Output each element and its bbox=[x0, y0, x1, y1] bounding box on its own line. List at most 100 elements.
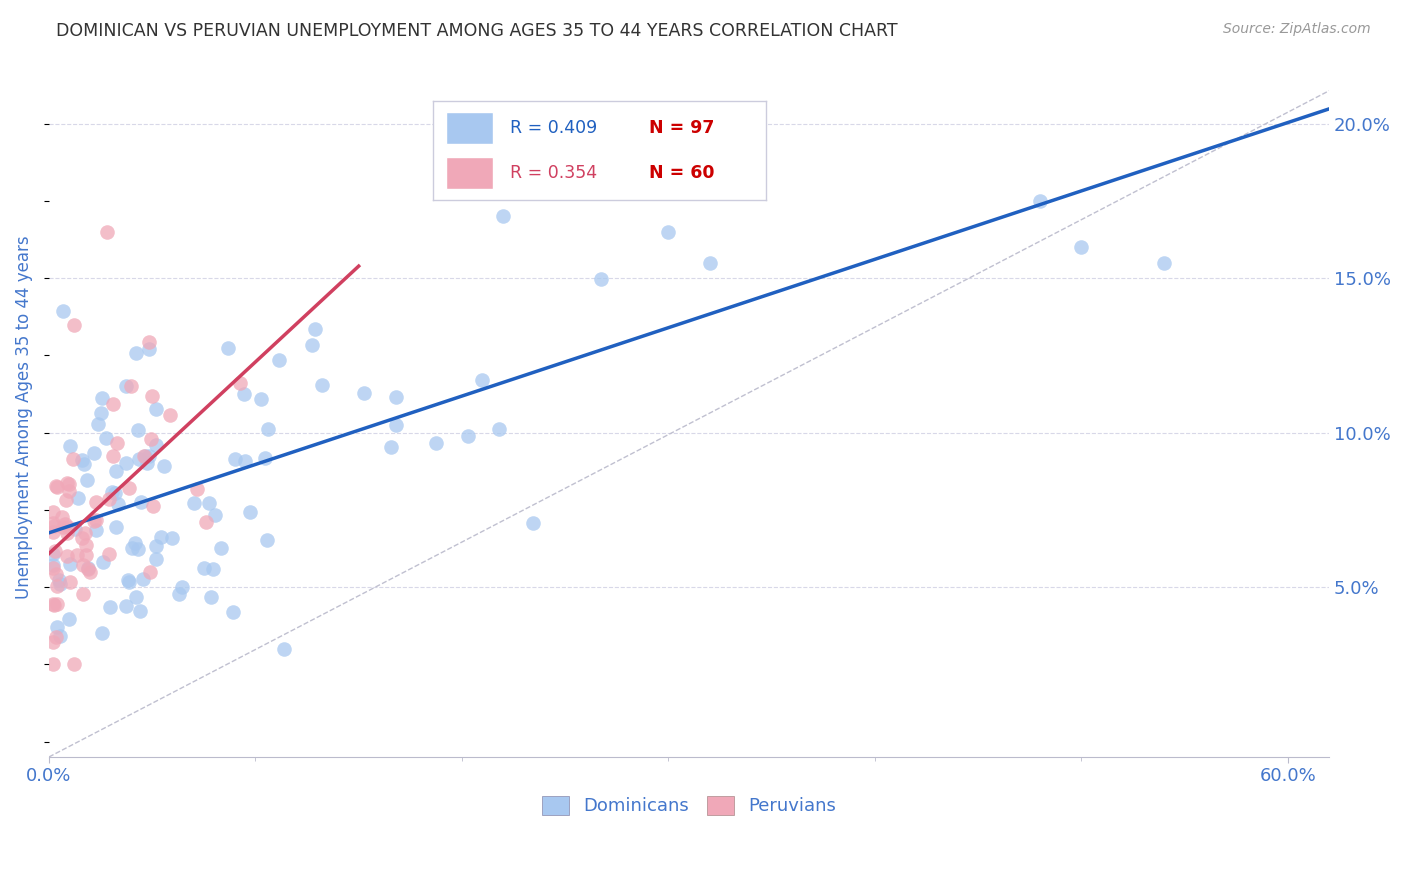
Point bbox=[202, 561, 225, 575]
Point bbox=[101, 485, 124, 500]
Point bbox=[193, 561, 215, 575]
Point bbox=[42, 558, 65, 572]
Point bbox=[239, 505, 262, 519]
Point bbox=[45, 566, 67, 581]
Point bbox=[51, 509, 73, 524]
Point bbox=[46, 480, 69, 494]
Point bbox=[42, 518, 65, 533]
Point bbox=[44, 544, 66, 558]
Point bbox=[384, 417, 406, 432]
Point bbox=[385, 391, 408, 405]
Point bbox=[1153, 256, 1175, 270]
Point bbox=[42, 597, 65, 611]
Point bbox=[42, 635, 65, 649]
Point bbox=[52, 304, 75, 318]
Point bbox=[229, 376, 252, 391]
Point bbox=[145, 552, 167, 566]
Point bbox=[128, 452, 150, 467]
Point bbox=[589, 272, 612, 286]
Point bbox=[267, 353, 290, 368]
Point bbox=[46, 598, 69, 612]
Point bbox=[138, 342, 160, 356]
Point bbox=[49, 629, 72, 643]
Point bbox=[91, 626, 114, 640]
Point bbox=[84, 495, 107, 509]
Point bbox=[127, 542, 149, 557]
Point bbox=[77, 562, 100, 576]
Point bbox=[134, 449, 156, 463]
Point bbox=[62, 318, 84, 332]
Point bbox=[304, 322, 326, 336]
Point bbox=[45, 579, 67, 593]
Point bbox=[70, 531, 93, 545]
Point bbox=[135, 456, 157, 470]
Point bbox=[149, 530, 172, 544]
Point bbox=[221, 605, 243, 619]
Point bbox=[84, 523, 107, 537]
Point bbox=[118, 574, 141, 589]
Point bbox=[105, 464, 128, 478]
Point bbox=[42, 657, 65, 672]
Point bbox=[66, 549, 89, 563]
Point bbox=[104, 486, 127, 500]
Point bbox=[76, 474, 98, 488]
Point bbox=[96, 225, 118, 239]
Point bbox=[45, 630, 67, 644]
Point bbox=[51, 520, 73, 534]
Point bbox=[56, 549, 79, 563]
Point bbox=[121, 541, 143, 556]
Point bbox=[84, 513, 107, 527]
Point bbox=[97, 491, 120, 506]
Point bbox=[42, 547, 65, 561]
Point bbox=[56, 520, 79, 534]
Point bbox=[58, 476, 80, 491]
Point bbox=[45, 479, 67, 493]
Point bbox=[90, 406, 112, 420]
Point bbox=[98, 599, 121, 614]
Point bbox=[209, 541, 232, 555]
Text: Source: ZipAtlas.com: Source: ZipAtlas.com bbox=[1223, 22, 1371, 37]
Point bbox=[127, 424, 149, 438]
Point bbox=[124, 536, 146, 550]
Point bbox=[1070, 240, 1092, 254]
Point bbox=[204, 508, 226, 523]
Point bbox=[256, 422, 278, 436]
Point bbox=[153, 458, 176, 473]
Point bbox=[142, 499, 165, 513]
Point bbox=[132, 449, 155, 463]
Point bbox=[657, 225, 679, 239]
Point bbox=[139, 566, 162, 580]
Legend: Dominicans, Peruvians: Dominicans, Peruvians bbox=[534, 789, 844, 822]
Point bbox=[120, 378, 142, 392]
Point bbox=[101, 396, 124, 410]
Point bbox=[56, 525, 79, 540]
Point bbox=[145, 401, 167, 416]
Point bbox=[104, 519, 127, 533]
Point bbox=[451, 163, 474, 178]
Point bbox=[256, 533, 278, 548]
Point bbox=[59, 575, 82, 590]
Point bbox=[457, 429, 479, 443]
Point bbox=[72, 558, 94, 572]
Point bbox=[186, 482, 208, 496]
Point bbox=[311, 377, 333, 392]
Point bbox=[129, 604, 152, 618]
Point bbox=[132, 573, 155, 587]
Point bbox=[699, 256, 721, 270]
Point bbox=[42, 505, 65, 519]
Point bbox=[233, 454, 256, 468]
Point bbox=[55, 492, 77, 507]
Point bbox=[145, 438, 167, 452]
Point bbox=[56, 476, 79, 491]
Point bbox=[87, 417, 110, 431]
Point bbox=[139, 432, 162, 446]
Point bbox=[273, 642, 295, 657]
Point bbox=[48, 573, 70, 587]
Point bbox=[115, 379, 138, 393]
Point bbox=[58, 612, 80, 626]
Point bbox=[200, 591, 222, 605]
Point bbox=[59, 439, 82, 453]
Point bbox=[93, 555, 115, 569]
Point bbox=[125, 346, 148, 360]
Point bbox=[224, 452, 246, 467]
